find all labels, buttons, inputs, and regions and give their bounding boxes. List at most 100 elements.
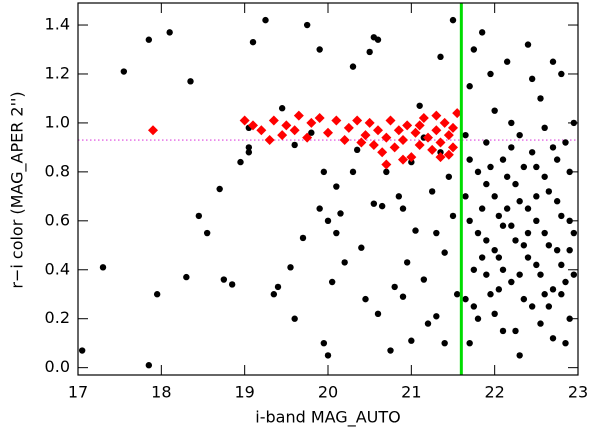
- point: [358, 244, 365, 251]
- point: [549, 58, 557, 65]
- point: [408, 337, 415, 344]
- point: [462, 295, 469, 303]
- point: [356, 137, 367, 148]
- point: [378, 202, 386, 210]
- point: [474, 315, 482, 322]
- point: [228, 281, 236, 288]
- point: [399, 293, 407, 300]
- point: [352, 115, 363, 126]
- point: [339, 135, 350, 146]
- point: [341, 259, 348, 266]
- point: [443, 149, 454, 160]
- point: [391, 283, 398, 291]
- point: [478, 205, 486, 212]
- point: [333, 229, 340, 237]
- point: [537, 95, 544, 102]
- point: [483, 180, 490, 188]
- point: [503, 173, 511, 180]
- point: [410, 127, 421, 138]
- x-tick-label: 19: [234, 383, 254, 402]
- point: [508, 144, 515, 151]
- point: [495, 286, 503, 293]
- point: [262, 16, 269, 24]
- point: [449, 212, 457, 220]
- point: [549, 335, 557, 342]
- point: [516, 352, 523, 359]
- point: [478, 29, 486, 36]
- point: [299, 234, 307, 242]
- x-tick-label: 21: [401, 383, 421, 402]
- point: [491, 193, 498, 200]
- point: [381, 132, 392, 143]
- point: [239, 115, 250, 126]
- point: [487, 70, 494, 78]
- point: [516, 271, 523, 278]
- point: [528, 149, 536, 156]
- point: [545, 303, 553, 310]
- point: [320, 168, 328, 176]
- point: [353, 146, 361, 154]
- point: [520, 295, 528, 303]
- point: [277, 130, 288, 141]
- point: [499, 266, 507, 273]
- point: [268, 115, 279, 126]
- point: [420, 276, 428, 283]
- point: [203, 229, 211, 237]
- point: [385, 115, 396, 126]
- point: [314, 113, 325, 124]
- point: [431, 125, 442, 136]
- point: [99, 264, 107, 271]
- point: [439, 117, 450, 128]
- point: [245, 149, 253, 156]
- point: [474, 168, 482, 176]
- point: [558, 291, 565, 298]
- point: [414, 120, 425, 131]
- y-tick-label: 0.2: [45, 308, 70, 327]
- point: [435, 152, 446, 163]
- x-tick-label: 22: [484, 383, 504, 402]
- point: [503, 205, 511, 212]
- point: [333, 183, 340, 190]
- point: [416, 102, 423, 109]
- point: [256, 125, 267, 136]
- point: [562, 278, 569, 286]
- point: [445, 173, 453, 180]
- point: [78, 347, 86, 354]
- point: [431, 110, 442, 121]
- point: [245, 144, 253, 151]
- point: [289, 125, 300, 136]
- point: [316, 46, 323, 53]
- point: [487, 163, 494, 171]
- point: [324, 217, 332, 225]
- point: [412, 227, 419, 234]
- point: [553, 246, 561, 254]
- point: [516, 131, 523, 139]
- point: [524, 254, 532, 261]
- point: [320, 339, 328, 347]
- point: [148, 125, 158, 136]
- point: [303, 21, 311, 29]
- point: [362, 295, 369, 303]
- point: [435, 137, 446, 148]
- point: [541, 173, 548, 180]
- point: [270, 291, 278, 298]
- point: [441, 339, 448, 347]
- point: [153, 291, 161, 298]
- point: [466, 339, 473, 347]
- point: [512, 327, 519, 335]
- point: [406, 152, 417, 163]
- point: [558, 261, 565, 269]
- point: [483, 139, 490, 146]
- point: [466, 217, 473, 225]
- point: [503, 58, 511, 65]
- point: [499, 156, 507, 163]
- point: [495, 254, 503, 261]
- point: [145, 36, 153, 43]
- point: [549, 144, 557, 151]
- point: [183, 273, 190, 281]
- point: [366, 48, 373, 56]
- point: [491, 310, 498, 318]
- y-tick-label: 0.6: [45, 210, 70, 229]
- point: [558, 70, 565, 78]
